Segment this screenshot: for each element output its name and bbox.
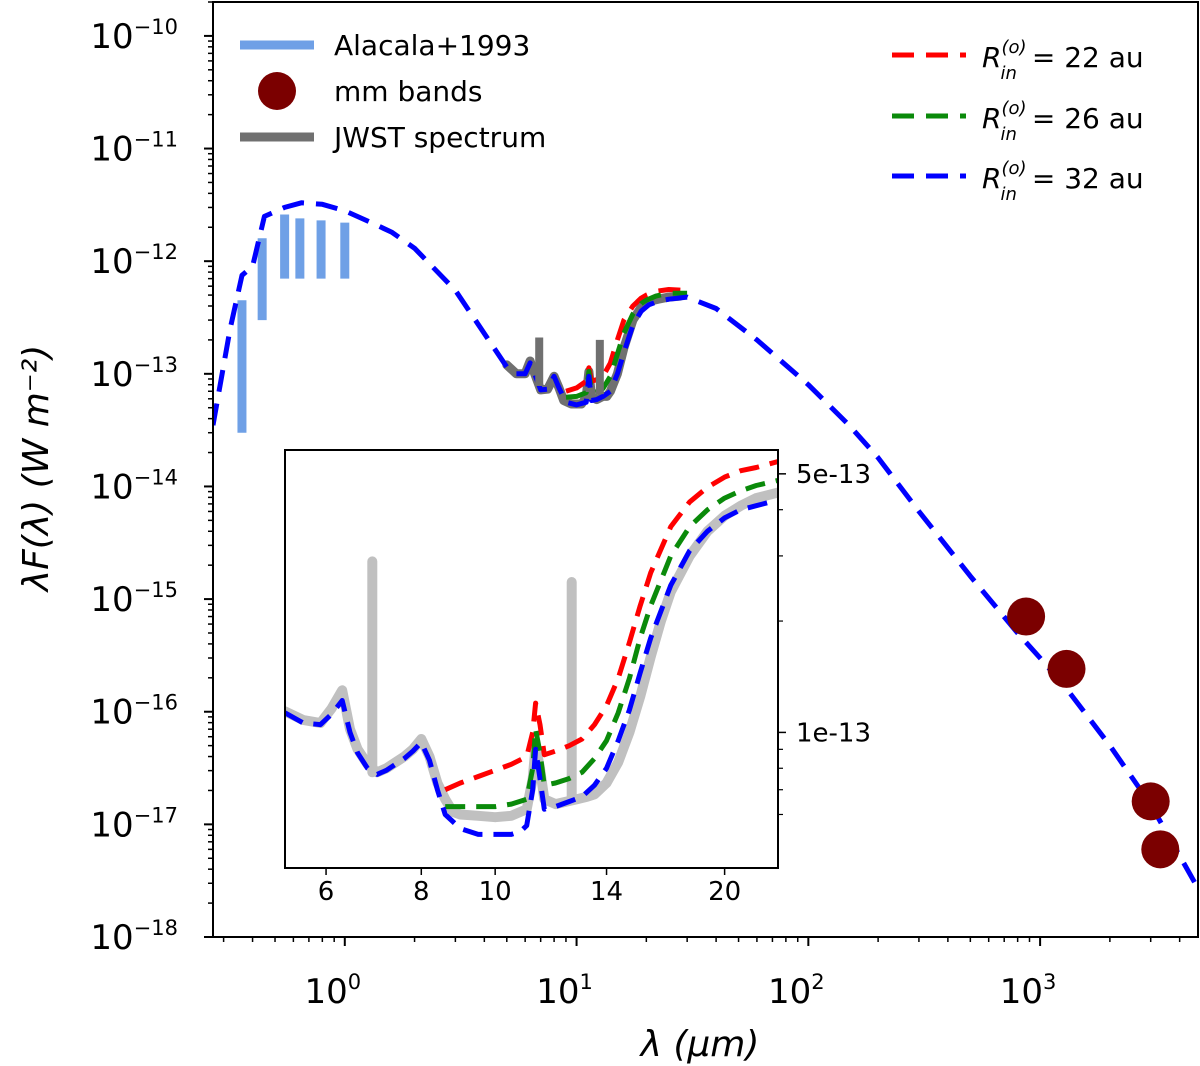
inset-x-tick-label: 14 <box>590 877 623 907</box>
y-tick-label: 10−14 <box>90 465 178 507</box>
y-tick-label: 10−12 <box>90 240 178 282</box>
main-y-axis-ticks: 10−10 10−11 10−12 10−13 10−14 10−15 10−16 10−17… <box>90 1 213 958</box>
y-axis-label: λF(λ) (W m⁻²) <box>16 345 57 593</box>
model-line-32au <box>213 200 1198 890</box>
legend-right: R(o) in = 22 au R(o) in = 26 au R(o) in = 32 … <box>892 37 1144 205</box>
mm-band-point <box>1047 649 1086 688</box>
inset-model-line-26au <box>445 477 778 810</box>
main-x-axis-ticks: 100 101 102 103 <box>222 937 1181 1012</box>
inset-x-axis-ticks: 6 8 10 14 20 <box>318 868 741 907</box>
inset-y-tick-label: 5e-13 <box>796 460 871 490</box>
main-plot-area <box>213 200 1198 890</box>
inset-model-line-32au <box>285 497 778 837</box>
legend-label: R(o) in = 32 au <box>982 158 1144 205</box>
y-tick-label: 10−10 <box>90 15 178 57</box>
y-tick-label: 10−15 <box>90 578 178 620</box>
mm-band-point <box>1131 782 1170 821</box>
inset-x-tick-label: 20 <box>708 877 741 907</box>
x-tick-label: 102 <box>768 970 825 1012</box>
y-tick-label: 10−13 <box>90 353 178 395</box>
mm-band-point <box>1141 830 1180 869</box>
inset-model-line-22au <box>444 459 778 792</box>
legend-label: JWST spectrum <box>332 121 546 154</box>
inset-x-tick-label: 6 <box>318 877 335 907</box>
y-tick-label: 10−18 <box>90 916 178 958</box>
legend-swatch-marker <box>258 72 296 110</box>
legend-left: Alacala+1993 mm bands JWST spectrum <box>240 29 546 154</box>
inset-y-tick-label: 1e-13 <box>796 718 871 748</box>
legend-label: R(o) in = 22 au <box>982 37 1144 84</box>
inset-axes <box>284 449 779 869</box>
inset-x-tick-label: 8 <box>413 877 430 907</box>
x-tick-label: 103 <box>1000 970 1057 1012</box>
mm-band-point <box>1007 597 1046 636</box>
inset-x-tick-label: 10 <box>479 877 512 907</box>
legend-label: R(o) in = 26 au <box>982 98 1144 145</box>
inset-plot-area <box>285 459 778 837</box>
y-tick-label: 10−16 <box>90 691 178 733</box>
inset-y-axis-ticks: 5e-13 1e-13 <box>778 460 871 816</box>
legend-label: mm bands <box>334 75 483 108</box>
x-tick-label: 100 <box>304 970 361 1012</box>
x-tick-label: 101 <box>536 970 593 1012</box>
x-axis-label: λ (μm) <box>639 1024 760 1065</box>
model-line-26au <box>565 290 688 400</box>
y-tick-label: 10−17 <box>90 803 178 845</box>
main-axes <box>212 1 1199 938</box>
y-tick-label: 10−11 <box>90 128 178 170</box>
legend-label: Alacala+1993 <box>334 29 530 62</box>
